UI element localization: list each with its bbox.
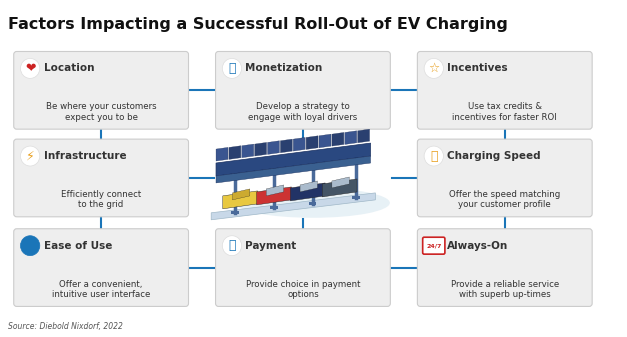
Text: Charging Speed: Charging Speed (447, 151, 541, 161)
Text: 💰: 💰 (228, 62, 236, 75)
FancyBboxPatch shape (14, 229, 189, 306)
Text: Factors Impacting a Successful Roll-Out of EV Charging: Factors Impacting a Successful Roll-Out … (8, 17, 508, 32)
FancyBboxPatch shape (418, 229, 592, 306)
FancyBboxPatch shape (418, 52, 592, 129)
FancyBboxPatch shape (14, 139, 189, 217)
Polygon shape (332, 177, 349, 188)
Circle shape (223, 58, 241, 79)
Polygon shape (345, 131, 357, 145)
FancyBboxPatch shape (14, 52, 189, 129)
FancyBboxPatch shape (216, 229, 391, 306)
Polygon shape (322, 179, 357, 197)
Circle shape (223, 236, 241, 256)
Text: Location: Location (44, 63, 94, 73)
Polygon shape (300, 181, 317, 192)
Polygon shape (216, 156, 371, 183)
Text: Efficiently connect
to the grid: Efficiently connect to the grid (61, 190, 141, 209)
Text: ⏱: ⏱ (430, 150, 438, 162)
Polygon shape (293, 137, 305, 151)
Polygon shape (332, 132, 344, 146)
Polygon shape (216, 143, 371, 176)
Bar (270, 206, 278, 209)
FancyBboxPatch shape (423, 237, 445, 254)
Polygon shape (233, 189, 250, 200)
Text: Offer a convenient,
intuitive user interface: Offer a convenient, intuitive user inter… (52, 279, 150, 299)
Polygon shape (223, 191, 258, 209)
Bar (308, 202, 317, 205)
Polygon shape (280, 139, 292, 153)
Polygon shape (357, 129, 369, 143)
Text: Use tax credits &
incentives for faster ROI: Use tax credits & incentives for faster … (453, 102, 557, 122)
Polygon shape (216, 147, 228, 161)
Text: Payment: Payment (246, 241, 297, 251)
Text: Monetization: Monetization (246, 63, 323, 73)
Circle shape (21, 236, 40, 256)
Polygon shape (256, 187, 292, 205)
Text: Incentives: Incentives (447, 63, 508, 73)
Bar (231, 211, 240, 214)
Text: 24/7: 24/7 (426, 243, 441, 248)
Circle shape (424, 58, 443, 79)
Text: Offer the speed matching
your customer profile: Offer the speed matching your customer p… (449, 190, 561, 209)
Text: Ease of Use: Ease of Use (44, 241, 112, 251)
Polygon shape (319, 134, 331, 148)
Text: Infrastructure: Infrastructure (44, 151, 126, 161)
Polygon shape (268, 141, 280, 154)
Circle shape (424, 146, 443, 166)
Text: ⚡: ⚡ (26, 150, 34, 162)
Text: ❤: ❤ (25, 62, 35, 75)
Text: 💳: 💳 (228, 239, 236, 252)
Polygon shape (229, 146, 241, 159)
Text: Develop a strategy to
engage with loyal drivers: Develop a strategy to engage with loyal … (248, 102, 357, 122)
Text: Always-On: Always-On (447, 241, 508, 251)
FancyBboxPatch shape (418, 139, 592, 217)
Ellipse shape (235, 188, 390, 218)
Polygon shape (266, 185, 283, 196)
Polygon shape (290, 183, 325, 201)
Circle shape (21, 146, 40, 166)
FancyBboxPatch shape (216, 52, 391, 129)
Text: Source: Diebold Nixdorf, 2022: Source: Diebold Nixdorf, 2022 (8, 322, 124, 331)
Polygon shape (306, 136, 318, 149)
Text: Provide choice in payment
options: Provide choice in payment options (246, 279, 360, 299)
Bar (352, 196, 360, 199)
Circle shape (21, 58, 40, 79)
Polygon shape (211, 193, 376, 220)
Polygon shape (255, 143, 266, 156)
Text: ☆: ☆ (428, 62, 440, 75)
Polygon shape (242, 144, 254, 158)
Text: Be where your customers
expect you to be: Be where your customers expect you to be (46, 102, 156, 122)
Text: ✓: ✓ (25, 239, 35, 252)
Text: Provide a reliable service
with superb up-times: Provide a reliable service with superb u… (451, 279, 559, 299)
